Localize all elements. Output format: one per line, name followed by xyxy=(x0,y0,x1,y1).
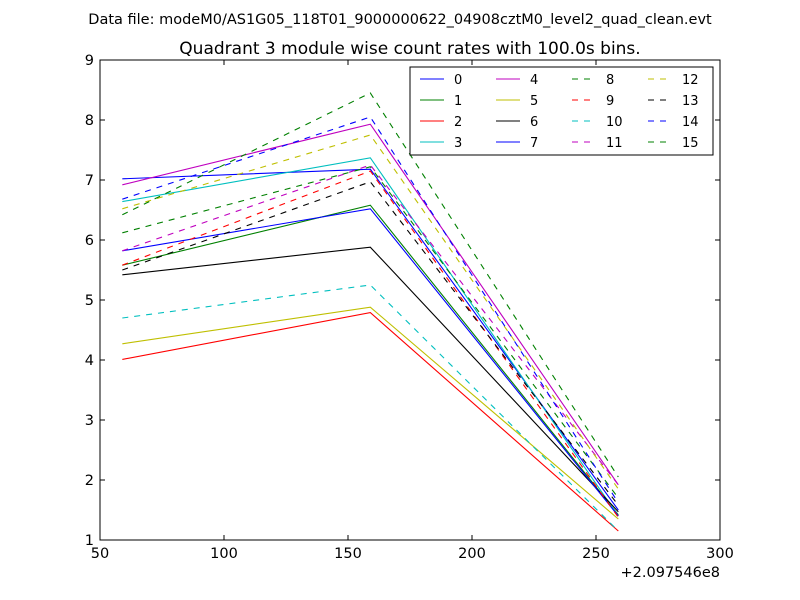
y-tick-label: 8 xyxy=(85,113,94,129)
legend-box xyxy=(409,66,714,156)
series-line-14 xyxy=(122,116,619,504)
series-line-12 xyxy=(122,134,619,490)
x-tick-label: 50 xyxy=(91,546,109,562)
series-line-7 xyxy=(122,208,619,517)
y-tick-label: 3 xyxy=(85,413,94,429)
x-tick-label: 250 xyxy=(582,546,610,562)
x-tick-label: 100 xyxy=(210,546,238,562)
y-tick-label: 9 xyxy=(85,53,94,69)
legend-label-4: 4 xyxy=(530,73,538,88)
chart-suptitle: Data file: modeM0/AS1G05_118T01_90000006… xyxy=(88,12,712,28)
y-tick-label: 4 xyxy=(85,353,94,369)
series-line-10 xyxy=(122,284,619,532)
x-offset-label: +2.097546e8 xyxy=(621,565,720,581)
y-tick-label: 5 xyxy=(85,293,94,309)
series-line-9 xyxy=(122,170,619,518)
series-line-6 xyxy=(122,246,619,513)
legend-label-8: 8 xyxy=(606,73,614,88)
legend-label-13: 13 xyxy=(682,94,699,109)
legend-label-12: 12 xyxy=(682,73,699,88)
series-line-11 xyxy=(122,164,619,486)
series-line-3 xyxy=(122,157,619,517)
legend-label-0: 0 xyxy=(454,73,462,88)
x-tick-label: 150 xyxy=(334,546,362,562)
legend-label-3: 3 xyxy=(454,136,462,151)
series-line-13 xyxy=(122,181,619,506)
legend-label-1: 1 xyxy=(454,94,462,109)
legend-label-7: 7 xyxy=(530,136,538,151)
series-line-8 xyxy=(122,166,619,499)
series-line-1 xyxy=(122,204,619,516)
legend-label-15: 15 xyxy=(682,136,699,151)
series-line-4 xyxy=(122,123,619,486)
series-line-15 xyxy=(122,92,619,478)
y-tick-label: 7 xyxy=(85,173,94,189)
legend-label-2: 2 xyxy=(454,115,462,130)
legend-label-10: 10 xyxy=(606,115,623,130)
chart-title: Quadrant 3 module wise count rates with … xyxy=(179,39,640,59)
legend-label-9: 9 xyxy=(606,94,614,109)
x-tick-label: 200 xyxy=(458,546,486,562)
legend-label-14: 14 xyxy=(682,115,699,130)
series-layer xyxy=(122,92,619,532)
y-tick-label: 1 xyxy=(85,533,94,549)
y-tick-label: 2 xyxy=(85,473,94,489)
y-tick-label: 6 xyxy=(85,233,94,249)
legend-label-5: 5 xyxy=(530,94,538,109)
x-tick-label: 300 xyxy=(706,546,734,562)
legend-label-6: 6 xyxy=(530,115,538,130)
legend-label-11: 11 xyxy=(606,136,623,151)
series-line-2 xyxy=(122,312,619,532)
